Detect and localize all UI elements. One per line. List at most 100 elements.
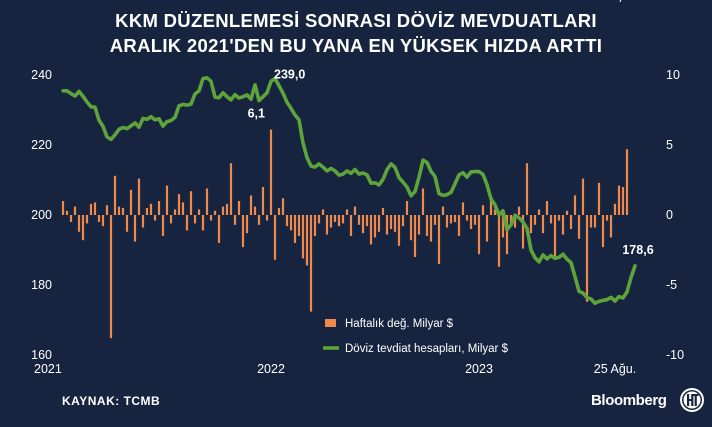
bar-data-label-0: 6,1	[248, 107, 265, 121]
left-axis: 160 180 200 220 240	[31, 68, 52, 362]
bar-135	[601, 215, 605, 248]
x-tick-label-2: 2023	[465, 362, 493, 376]
x-tick-label-3: 25 Ağu.	[594, 362, 636, 376]
bar-123	[553, 215, 557, 257]
bar-97	[449, 215, 453, 224]
bar-118	[533, 215, 537, 225]
x-tick-label-0: 2021	[34, 362, 62, 376]
bar-55	[281, 198, 285, 215]
bar-11	[105, 205, 109, 215]
bar-20	[141, 215, 145, 228]
bar-140	[621, 187, 625, 215]
bar-58	[293, 215, 297, 243]
bar-131	[585, 215, 589, 302]
bar-39	[217, 215, 221, 243]
data-labels: 6,1 4,7 239,0 178,6	[248, 0, 654, 257]
legend-bar-swatch	[325, 319, 336, 327]
bar-59	[297, 215, 301, 236]
chart-title: KKM DÜZENLEMESİ SONRASI DÖVİZ MEVDUATLAR…	[0, 8, 712, 58]
bar-78	[373, 215, 377, 238]
bar-10	[101, 215, 105, 227]
title-line-2: ARALIK 2021'DEN BU YANA EN YÜKSEK HIZDA …	[109, 35, 603, 56]
bar-114	[517, 206, 521, 215]
bar-34	[197, 209, 201, 215]
bar-82	[389, 215, 393, 229]
bar-104	[477, 215, 481, 255]
bar-72	[349, 215, 353, 236]
bar-18	[133, 215, 137, 242]
left-tick-label-1: 180	[31, 278, 52, 292]
bar-35	[201, 215, 205, 231]
bar-139	[617, 185, 621, 215]
bar-134	[597, 182, 601, 215]
bar-73	[353, 206, 357, 215]
bar-133	[593, 215, 597, 228]
bloomberg-logo: Bloomberg	[591, 392, 667, 409]
source-note: KAYNAK: TCMB	[62, 394, 161, 408]
bar-19	[137, 178, 141, 215]
bar-105	[481, 205, 485, 215]
bar-41	[225, 203, 229, 215]
bar-108	[493, 209, 497, 215]
bar-47	[249, 195, 253, 215]
line-path	[61, 76, 637, 306]
left-tick-label-0: 160	[31, 348, 52, 362]
bar-14	[117, 206, 121, 215]
bar-17	[129, 189, 133, 215]
right-tick-label-2: 0	[666, 208, 673, 222]
bar-29	[177, 194, 181, 215]
left-tick-label-3: 220	[31, 138, 52, 152]
bar-51	[265, 215, 269, 221]
bar-4	[77, 215, 81, 232]
bar-68	[333, 215, 337, 222]
bar-48	[253, 206, 257, 215]
bar-30	[181, 202, 185, 215]
bar-32	[189, 191, 193, 215]
bar-57	[289, 215, 293, 231]
bar-113	[513, 215, 517, 228]
bar-130	[581, 178, 585, 215]
bar-0	[61, 201, 65, 215]
bar-80	[381, 208, 385, 215]
legend: Haftalık değ. Milyar $ Döviz tevdiat hesa…	[323, 318, 509, 355]
bar-75	[361, 215, 365, 234]
bar-76	[365, 215, 369, 227]
bar-84	[397, 215, 401, 246]
bar-83	[393, 215, 397, 232]
bar-64	[317, 215, 321, 224]
bar-102	[469, 215, 473, 229]
bar-70	[341, 215, 345, 224]
bar-138	[613, 203, 617, 215]
bar-107	[489, 196, 493, 215]
bar-127	[569, 215, 573, 229]
bar-13	[113, 175, 117, 215]
bar-67	[329, 215, 333, 228]
bar-89	[417, 215, 421, 235]
bar-86	[405, 201, 409, 215]
bar-27	[169, 215, 173, 224]
line-annotation-1: 178,6	[622, 243, 653, 257]
bar-117	[529, 215, 533, 234]
bar-116	[525, 163, 529, 215]
bar-87	[409, 215, 413, 241]
bar-43	[233, 215, 237, 225]
bar-9	[97, 215, 101, 222]
bar-22	[149, 203, 153, 215]
bar-96	[445, 215, 449, 228]
left-tick-label-2: 200	[31, 208, 52, 222]
bar-98	[453, 215, 457, 222]
bar-126	[565, 210, 569, 215]
bar-3	[73, 206, 77, 215]
bar-26	[165, 185, 169, 215]
bar-88	[413, 215, 417, 257]
bar-110	[501, 215, 505, 238]
bar-12	[109, 215, 113, 339]
bar-data-label-1: 4,7	[612, 0, 629, 3]
line-annotation-0: 239,0	[274, 67, 305, 81]
bar-112	[509, 215, 513, 224]
line-series	[61, 76, 637, 306]
title-line-1: KKM DÜZENLEMESİ SONRASI DÖVİZ MEVDUATLAR…	[115, 10, 597, 31]
bar-1	[65, 210, 69, 215]
bar-74	[357, 215, 361, 225]
